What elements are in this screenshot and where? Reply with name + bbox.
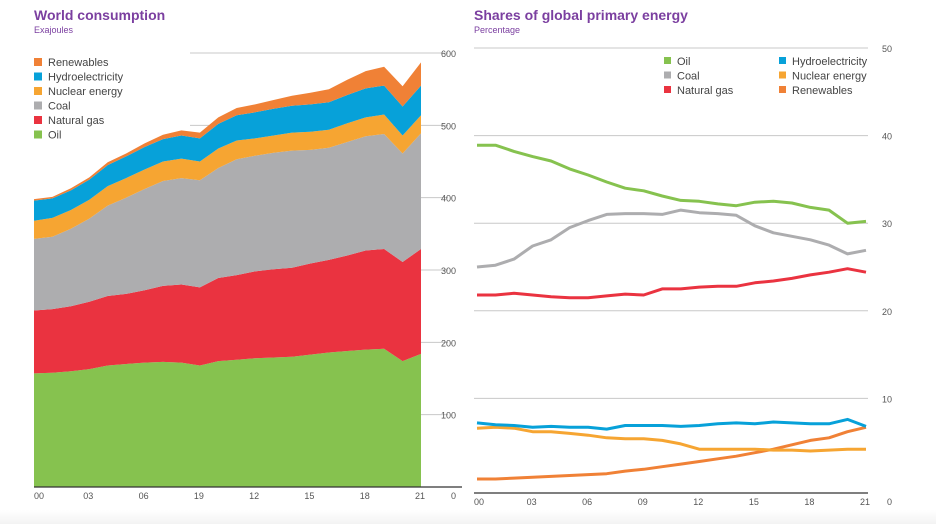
line-hydroelectricity [476,417,867,431]
legend-label-hydroelectricity: Hydroelectricity [48,72,124,84]
right-x-tick-label: 06 [582,497,592,507]
right-y-tick-label: 40 [882,132,892,142]
line-nuclear-energy [476,425,866,453]
legend-swatch-hydroelectricity [34,72,42,81]
right-x-tick-label: 03 [527,497,537,507]
line-renewables [477,425,867,481]
legend-label-natural-gas: Natural gas [677,85,734,97]
legend-swatch-nuclear-energy [779,71,786,79]
right-x-tick-label: 21 [860,497,870,507]
legend-label-oil: Oil [677,56,690,68]
legend-swatch-coal [664,71,671,79]
legend-label-nuclear-energy: Nuclear energy [48,86,123,98]
left-y-tick-label: 0 [451,491,456,501]
legend-swatch-natural-gas [664,86,671,93]
right-y-tick-label: 10 [882,394,892,404]
area-natural-gas [34,249,421,374]
area-coal [34,133,421,311]
left-x-tick-label: 12 [249,491,259,501]
right-y-tick-label: 20 [882,307,892,317]
area-nuclear-energy [34,114,421,239]
right-chart-subtitle: Percentage [474,25,521,35]
legend-swatch-renewables [779,86,786,93]
left-x-tick-label: 21 [415,491,425,501]
area-hydroelectricity [34,85,421,221]
left-y-tick-label: 500 [441,121,456,131]
legend-swatch-renewables [34,58,42,66]
left-y-tick-label: 300 [441,266,456,276]
legend-swatch-natural-gas [34,116,42,124]
legend-swatch-nuclear-energy [34,87,42,95]
right-y-tick-label: 0 [887,497,892,507]
left-y-tick-label: 600 [441,49,456,59]
right-y-tick-label: 50 [882,44,892,54]
right-x-tick-label: 15 [749,497,759,507]
legend-swatch-oil [34,130,42,139]
left-y-tick-label: 100 [441,411,456,421]
line-natural-gas [477,267,867,300]
area-renewables [34,62,421,201]
left-x-tick-label: 03 [83,491,93,501]
left-x-tick-label: 00 [34,491,44,501]
legend-swatch-hydroelectricity [779,57,786,64]
right-chart-title: Shares of global primary energy [474,7,688,23]
legend-swatch-coal [34,101,42,110]
left-x-tick-label: 18 [360,491,370,501]
right-x-tick-label: 00 [474,497,484,507]
legend-label-coal: Coal [677,71,700,83]
left-x-tick-label: 06 [139,491,149,501]
footer-shade [0,510,936,524]
legend-label-renewables: Renewables [792,85,853,97]
left-y-tick-label: 200 [441,338,456,348]
left-y-tick-label: 400 [441,194,456,204]
legend-label-hydroelectricity: Hydroelectricity [792,56,868,68]
legend-swatch-oil [664,57,671,64]
right-x-tick-label: 09 [638,497,648,507]
left-chart-title: World consumption [34,7,166,23]
area-oil [34,348,421,487]
right-x-tick-label: 12 [693,497,703,507]
legend-label-nuclear-energy: Nuclear energy [792,71,867,83]
legend-label-natural-gas: Natural gas [48,115,105,127]
legend-label-oil: Oil [48,130,61,142]
left-chart-subtitle: Exajoules [34,25,74,35]
legend-label-renewables: Renewables [48,57,109,69]
right-x-tick-label: 18 [804,497,814,507]
right-y-tick-label: 30 [882,219,892,229]
left-x-tick-label: 15 [304,491,314,501]
line-coal [476,208,867,269]
left-x-tick-label: 19 [194,491,204,501]
line-oil [477,143,867,225]
legend-label-coal: Coal [48,101,71,113]
